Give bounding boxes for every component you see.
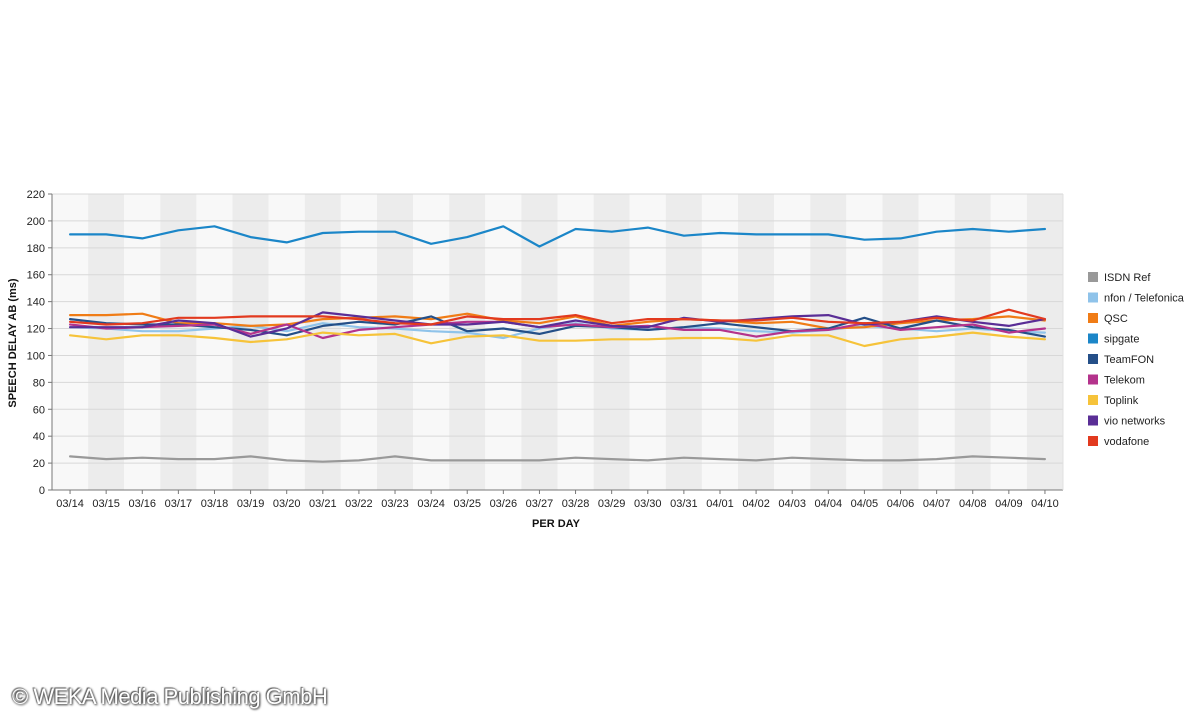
band-8 — [340, 194, 377, 490]
band-11 — [449, 194, 486, 490]
legend-swatch — [1088, 415, 1098, 426]
legend-label: TeamFON — [1104, 354, 1154, 366]
copyright-watermark: © WEKA Media Publishing GmbH — [12, 684, 328, 709]
band-27 — [1026, 194, 1063, 490]
legend-swatch — [1088, 436, 1098, 446]
x-tick-label: 03/23 — [381, 498, 409, 510]
x-tick-label: 03/25 — [453, 498, 481, 510]
y-tick-label: 120 — [27, 324, 45, 336]
y-tick-label: 220 — [27, 189, 45, 201]
series-line-isdn-ref — [68, 455, 1047, 463]
legend-label: QSC — [1104, 313, 1128, 325]
y-tick-label: 100 — [27, 350, 45, 362]
band-1 — [88, 194, 125, 490]
legend-label: sipgate — [1104, 334, 1139, 346]
x-tick-label: 03/22 — [345, 498, 373, 510]
x-tick-label: 04/08 — [959, 498, 987, 510]
y-tick-label: 200 — [27, 216, 45, 228]
band-15 — [593, 194, 630, 490]
band-24 — [918, 194, 955, 490]
x-tick-label: 03/21 — [309, 498, 337, 510]
band-0 — [52, 194, 89, 490]
y-tick-label: 20 — [33, 458, 45, 470]
background-bands — [52, 194, 1063, 490]
band-2 — [124, 194, 161, 490]
legend-swatch — [1088, 354, 1098, 364]
series-line-sipgate — [68, 225, 1047, 248]
legend-swatch — [1088, 333, 1098, 344]
x-tick-label: 03/15 — [92, 498, 120, 510]
x-tick-label: 04/03 — [778, 498, 806, 510]
band-21 — [810, 194, 847, 490]
legend-label: Toplink — [1104, 395, 1139, 407]
legend-swatch — [1088, 292, 1098, 303]
band-26 — [990, 194, 1027, 490]
legend-label: Telekom — [1104, 375, 1145, 387]
band-14 — [557, 194, 594, 490]
x-tick-label: 04/10 — [1031, 498, 1059, 510]
x-tick-label: 04/09 — [995, 498, 1023, 510]
series-line-vodafone — [68, 308, 1047, 326]
x-tick-label: 03/19 — [237, 498, 265, 510]
axes — [51, 194, 1064, 491]
legend-swatch — [1088, 272, 1098, 282]
x-tick-label: 03/30 — [634, 498, 662, 510]
band-20 — [774, 194, 811, 490]
band-18 — [701, 194, 739, 490]
x-tick-label: 04/05 — [851, 498, 879, 510]
legend: ISDN Ref nfon / Telefonica QSC sipgate TeamF… — [1088, 272, 1185, 448]
x-tick-label: 04/02 — [742, 498, 770, 510]
band-9 — [376, 194, 414, 490]
x-tick-label: 03/26 — [490, 498, 518, 510]
band-25 — [954, 194, 991, 490]
legend-label: vio networks — [1104, 416, 1166, 428]
x-axis-title: PER DAY — [532, 518, 581, 530]
x-axis-ticks: 03/14 03/15 03/16 03/17 03/18 03/19 03/20 03/21… — [56, 490, 1059, 510]
x-tick-label: 03/16 — [129, 498, 157, 510]
legend-label: nfon / Telefonica — [1104, 293, 1185, 305]
band-17 — [665, 194, 702, 490]
series-line-qsc — [68, 312, 1047, 330]
x-tick-label: 03/18 — [201, 498, 229, 510]
y-tick-label: 60 — [33, 404, 45, 416]
series-lines — [68, 225, 1047, 463]
band-12 — [485, 194, 522, 490]
x-tick-label: 03/14 — [56, 498, 84, 510]
band-13 — [521, 194, 558, 490]
legend-label: ISDN Ref — [1104, 272, 1151, 284]
y-tick-label: 180 — [27, 243, 45, 255]
x-tick-label: 03/28 — [562, 498, 590, 510]
y-tick-label: 140 — [27, 297, 45, 309]
x-tick-label: 04/07 — [923, 498, 951, 510]
band-4 — [196, 194, 233, 490]
x-tick-label: 04/06 — [887, 498, 915, 510]
series-line-toplink — [68, 331, 1047, 348]
y-axis-ticks: 0 20 40 60 80 100 120 140 160 180 200 220 — [27, 189, 52, 497]
x-tick-label: 03/24 — [417, 498, 445, 510]
band-16 — [629, 194, 666, 490]
y-axis-title: SPEECH DELAY AB (ms) — [7, 278, 19, 408]
legend-label: vodafone — [1104, 436, 1149, 448]
legend-swatch — [1088, 374, 1098, 385]
y-tick-label: 40 — [33, 431, 45, 443]
x-tick-label: 03/31 — [670, 498, 698, 510]
x-tick-label: 03/29 — [598, 498, 626, 510]
legend-swatch — [1088, 313, 1098, 323]
y-tick-label: 80 — [33, 377, 45, 389]
x-tick-label: 04/04 — [815, 498, 843, 510]
x-tick-label: 04/01 — [706, 498, 734, 510]
y-tick-label: 0 — [39, 485, 45, 497]
band-19 — [738, 194, 775, 490]
legend-swatch — [1088, 395, 1098, 405]
x-tick-label: 03/20 — [273, 498, 301, 510]
y-tick-label: 160 — [27, 270, 45, 282]
x-tick-label: 03/17 — [165, 498, 193, 510]
x-tick-label: 03/27 — [526, 498, 554, 510]
band-3 — [160, 194, 197, 490]
band-7 — [304, 194, 341, 490]
